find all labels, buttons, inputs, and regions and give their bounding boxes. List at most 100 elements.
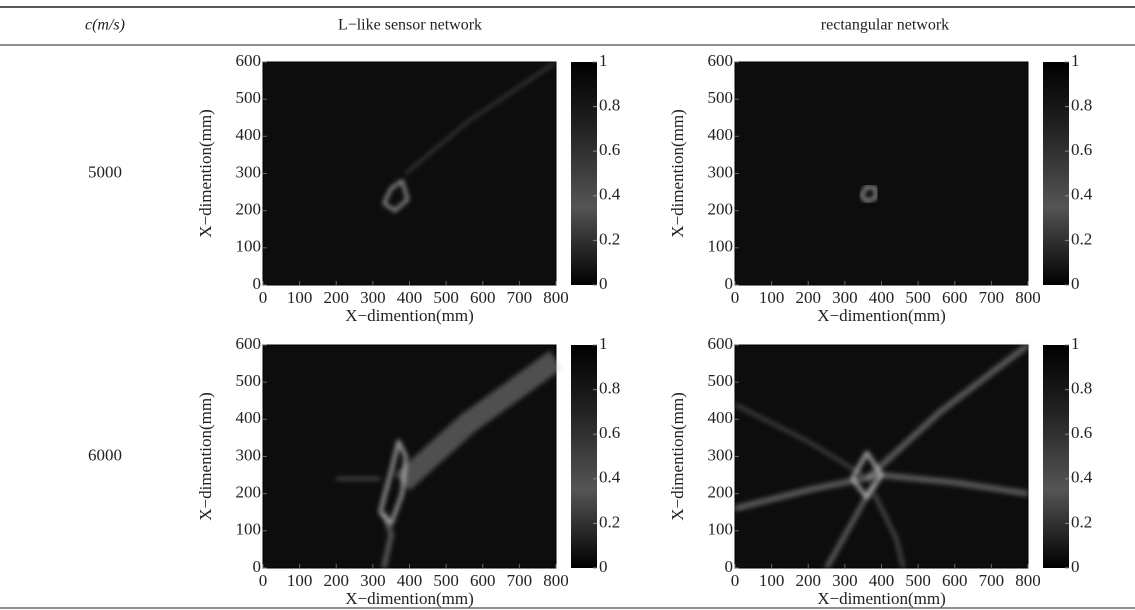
x-tick-label: 700: [979, 288, 1005, 307]
y-tick-label: 0: [725, 274, 734, 293]
y-tick-label: 300: [708, 445, 734, 464]
x-tick-label: 500: [905, 571, 931, 590]
x-tick-label: 500: [433, 288, 459, 307]
x-tick-label: 300: [832, 288, 858, 307]
colorbar-tick-label: 0.6: [599, 140, 620, 159]
x-tick-label: 600: [470, 571, 496, 590]
colorbar: [571, 345, 597, 568]
x-tick-label: 100: [759, 571, 785, 590]
x-tick-label: 200: [796, 571, 822, 590]
x-tick-label: 100: [287, 288, 313, 307]
colorbar-tick-label: 0: [599, 557, 608, 576]
y-tick-label: 0: [725, 557, 734, 576]
x-tick-label: 700: [979, 571, 1005, 590]
row-speed: 6000: [88, 445, 122, 464]
colorbar-tick-label: 0.6: [1071, 140, 1092, 159]
page: {"header": {"columns": ["c(m/s)", "L−lik…: [0, 0, 1135, 610]
y-tick-label: 500: [708, 88, 734, 107]
x-axis-label: X−dimention(mm): [817, 589, 946, 608]
y-tick-label: 200: [236, 483, 262, 502]
y-tick-label: 100: [708, 520, 734, 539]
y-tick-label: 200: [708, 200, 734, 219]
colorbar-tick-label: 0.4: [1071, 468, 1093, 487]
y-tick-label: 200: [236, 200, 262, 219]
y-axis-label: X−dimention(mm): [196, 109, 215, 238]
y-tick-label: 100: [236, 520, 262, 539]
x-tick-label: 400: [397, 571, 423, 590]
colorbar-tick-label: 0: [1071, 557, 1080, 576]
x-tick-label: 400: [397, 288, 423, 307]
colorbar-tick-label: 0: [599, 274, 608, 293]
x-tick-label: 800: [543, 571, 569, 590]
colorbar-tick-label: 0: [1071, 274, 1080, 293]
y-tick-label: 300: [708, 162, 734, 181]
x-axis-label: X−dimention(mm): [345, 306, 474, 325]
colorbar-tick-label: 0.8: [1071, 96, 1092, 115]
y-tick-label: 0: [253, 274, 262, 293]
x-tick-label: 800: [1015, 571, 1041, 590]
y-tick-label: 600: [236, 51, 262, 70]
header-cell: L−like sensor network: [338, 17, 482, 34]
x-tick-label: 200: [796, 288, 822, 307]
colorbar-tick-label: 0.4: [599, 468, 621, 487]
colorbar-tick-label: 0.2: [1071, 229, 1092, 248]
colorbar-tick-label: 1: [1071, 51, 1080, 70]
y-tick-label: 400: [236, 125, 262, 144]
colorbar-tick-label: 0.8: [599, 96, 620, 115]
colorbar-tick-label: 1: [599, 51, 608, 70]
x-tick-label: 200: [324, 288, 350, 307]
header-cell: c(m/s): [85, 17, 125, 34]
heatmap: [735, 62, 1028, 285]
x-tick-label: 800: [1015, 288, 1041, 307]
x-tick-label: 600: [942, 571, 968, 590]
y-tick-label: 600: [708, 51, 734, 70]
colorbar-tick-label: 1: [599, 334, 608, 353]
colorbar-tick-label: 0.2: [599, 229, 620, 248]
y-tick-label: 100: [236, 237, 262, 256]
colorbar: [1043, 62, 1069, 285]
y-tick-label: 400: [708, 408, 734, 427]
y-tick-label: 500: [236, 88, 262, 107]
colorbar-tick-label: 0.4: [599, 185, 621, 204]
colorbar-tick-label: 0.6: [599, 423, 620, 442]
colorbar: [1043, 345, 1069, 568]
x-tick-label: 400: [869, 571, 895, 590]
y-tick-label: 300: [236, 162, 262, 181]
x-tick-label: 200: [324, 571, 350, 590]
x-tick-label: 600: [470, 288, 496, 307]
x-axis-label: X−dimention(mm): [817, 306, 946, 325]
x-tick-label: 700: [507, 571, 533, 590]
x-tick-label: 300: [360, 571, 386, 590]
table-figure: c(m/s) L−like sensor network rectangular…: [0, 0, 1135, 610]
y-tick-label: 400: [708, 125, 734, 144]
colorbar-tick-label: 0.8: [1071, 379, 1092, 398]
x-tick-label: 600: [942, 288, 968, 307]
colorbar-tick-label: 0.2: [1071, 512, 1092, 531]
y-tick-label: 200: [708, 483, 734, 502]
y-axis-label: X−dimention(mm): [196, 392, 215, 521]
x-tick-label: 300: [832, 571, 858, 590]
colorbar-tick-label: 1: [1071, 334, 1080, 353]
colorbar-tick-label: 0.4: [1071, 185, 1093, 204]
y-axis-label: X−dimention(mm): [668, 392, 687, 521]
colorbar-tick-label: 0.8: [599, 379, 620, 398]
x-tick-label: 100: [759, 288, 785, 307]
colorbar: [571, 62, 597, 285]
y-tick-label: 600: [708, 334, 734, 353]
y-tick-label: 100: [708, 237, 734, 256]
colorbar-tick-label: 0.2: [599, 512, 620, 531]
y-axis-label: X−dimention(mm): [668, 109, 687, 238]
x-tick-label: 800: [543, 288, 569, 307]
x-tick-label: 100: [287, 571, 313, 590]
x-tick-label: 300: [360, 288, 386, 307]
colorbar-tick-label: 0.6: [1071, 423, 1092, 442]
y-tick-label: 300: [236, 445, 262, 464]
y-tick-label: 600: [236, 334, 262, 353]
y-tick-label: 400: [236, 408, 262, 427]
heatmap: [263, 62, 556, 285]
y-tick-label: 500: [708, 371, 734, 390]
header-cell: rectangular network: [821, 17, 949, 34]
y-tick-label: 500: [236, 371, 262, 390]
x-axis-label: X−dimention(mm): [345, 589, 474, 608]
x-tick-label: 500: [433, 571, 459, 590]
